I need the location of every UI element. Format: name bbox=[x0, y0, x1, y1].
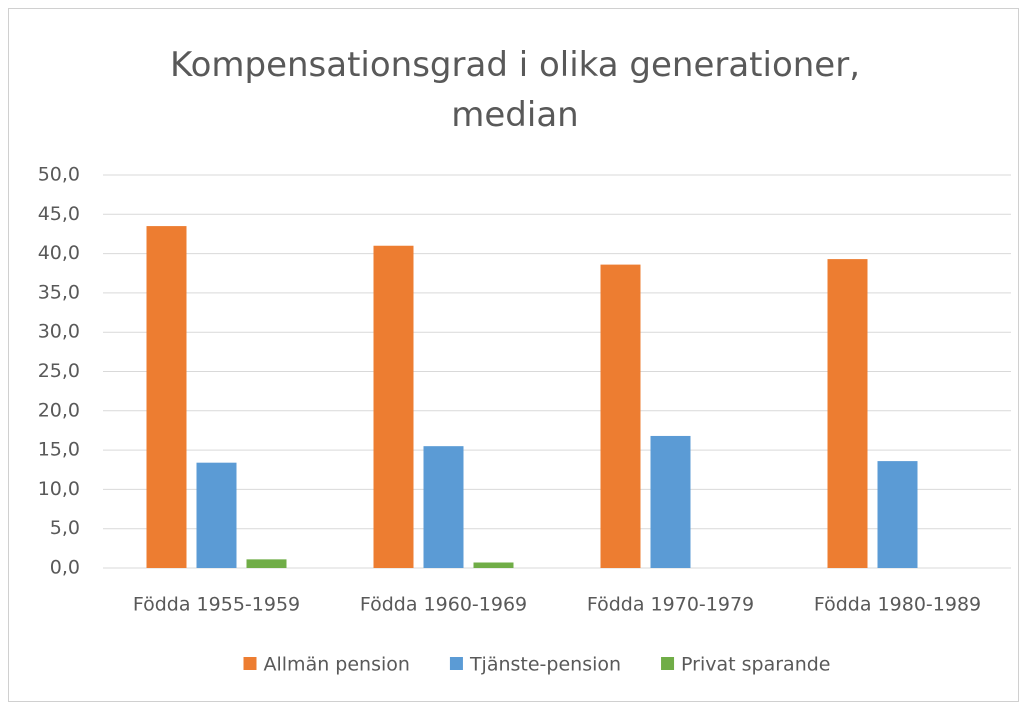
legend-label: Privat sparande bbox=[681, 654, 830, 676]
x-tick-label: Födda 1970-1979 bbox=[587, 594, 754, 616]
bar bbox=[473, 562, 514, 568]
bar bbox=[877, 461, 918, 568]
bar bbox=[146, 226, 187, 568]
bar bbox=[373, 245, 414, 569]
y-tick-label: 50,0 bbox=[38, 164, 80, 186]
y-tick-label: 0,0 bbox=[50, 557, 80, 579]
legend-swatch bbox=[243, 657, 257, 670]
y-tick-label: 20,0 bbox=[38, 399, 80, 421]
bar bbox=[827, 259, 868, 568]
y-tick-label: 15,0 bbox=[38, 439, 80, 461]
y-tick-label: 40,0 bbox=[38, 242, 80, 264]
y-tick-label: 10,0 bbox=[38, 478, 80, 500]
chart-title: Kompensationsgrad i olika generationer, … bbox=[169, 45, 861, 135]
bar bbox=[246, 559, 287, 568]
legend-label: Allmän pension bbox=[264, 654, 410, 676]
x-tick-label: Födda 1960-1969 bbox=[360, 594, 527, 616]
bar bbox=[423, 446, 464, 568]
bar bbox=[196, 462, 237, 568]
legend-swatch bbox=[449, 657, 463, 670]
chart-frame bbox=[8, 8, 1019, 702]
y-tick-label: 5,0 bbox=[50, 517, 80, 539]
x-tick-label: Födda 1980-1989 bbox=[814, 594, 981, 616]
y-tick-label: 35,0 bbox=[38, 281, 80, 303]
legend-label: Tjänste-pension bbox=[469, 654, 621, 676]
y-tick-label: 30,0 bbox=[38, 321, 80, 343]
bar bbox=[650, 435, 691, 568]
bar bbox=[600, 264, 641, 568]
y-tick-label: 25,0 bbox=[38, 360, 80, 382]
legend-swatch bbox=[661, 657, 675, 670]
y-tick-label: 45,0 bbox=[38, 203, 80, 225]
x-tick-label: Födda 1955-1959 bbox=[133, 594, 300, 616]
